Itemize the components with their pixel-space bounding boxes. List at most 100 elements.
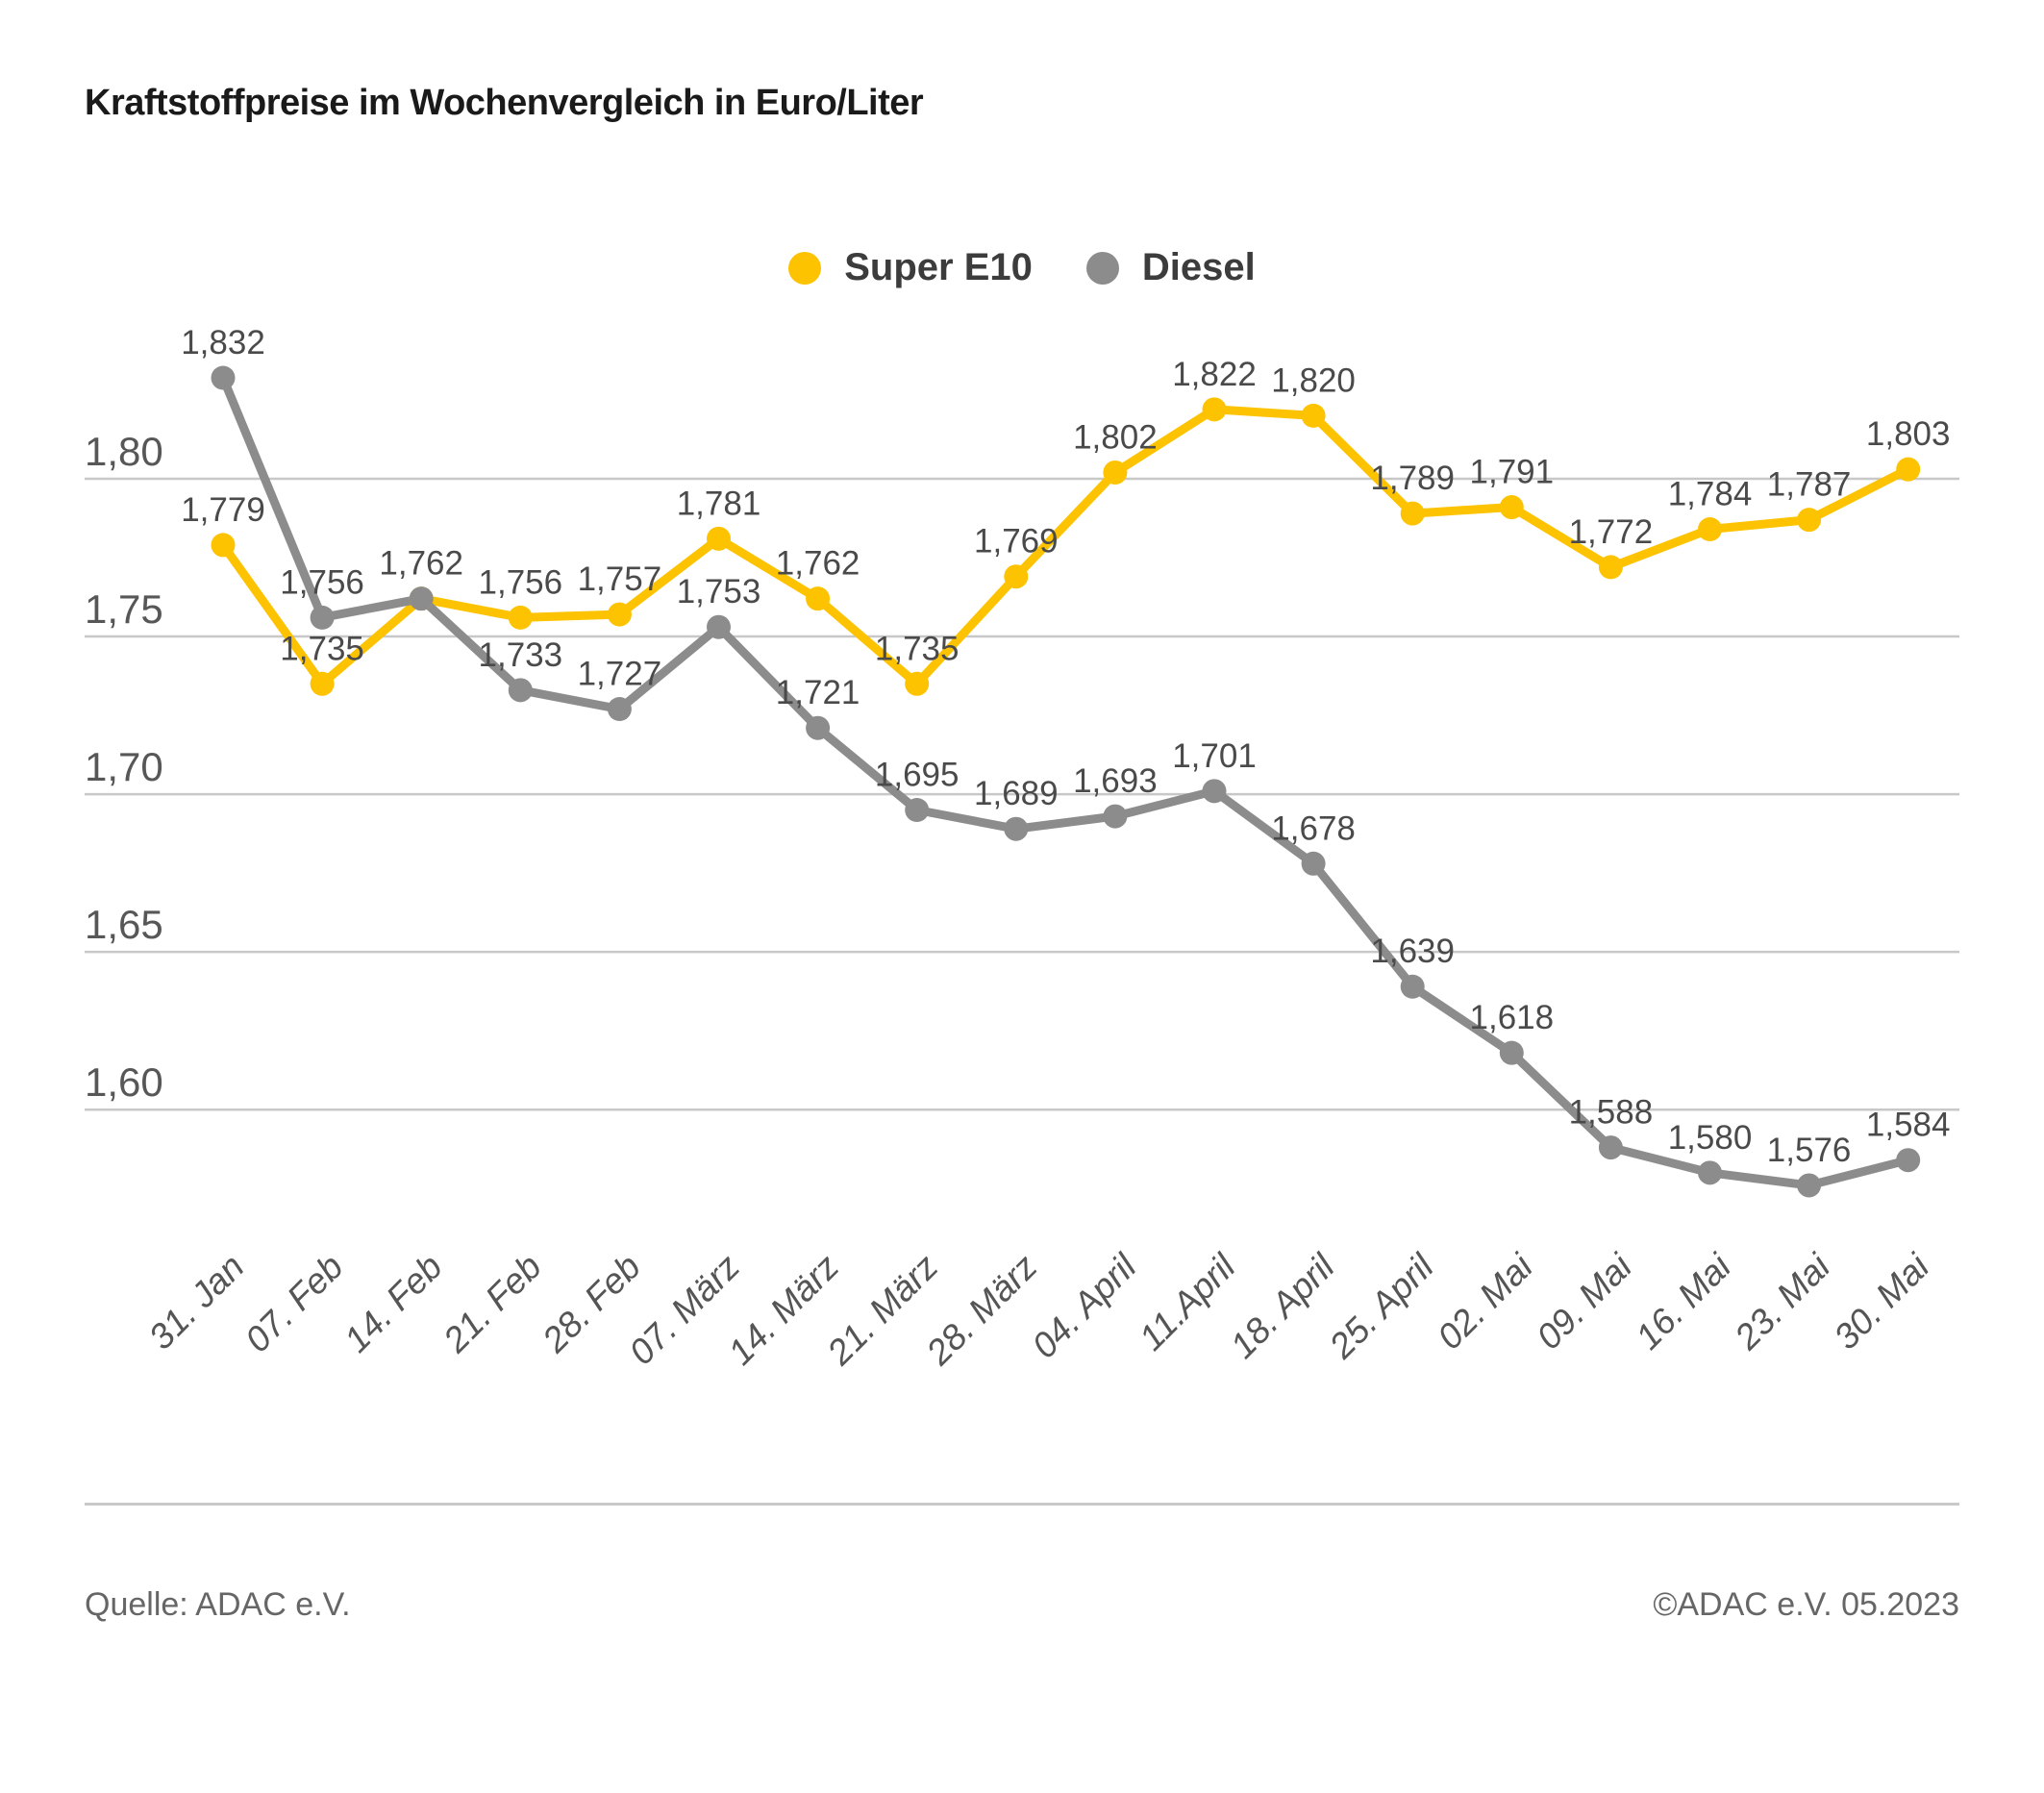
point-super-e10 — [1202, 397, 1227, 422]
legend-item-super-e10: Super E10 — [788, 246, 1033, 289]
footer: Quelle: ADAC e.V. ©ADAC e.V. 05.2023 — [85, 1586, 1959, 1624]
point-super-e10 — [607, 602, 632, 627]
point-super-e10 — [1896, 457, 1921, 482]
legend: Super E10 Diesel — [0, 246, 2044, 289]
point-diesel — [607, 697, 632, 722]
value-label-super-e10: 1,762 — [776, 545, 860, 583]
legend-dot-super-e10 — [788, 251, 822, 285]
value-label-diesel: 1,618 — [1470, 999, 1555, 1036]
x-axis-label: 04. April — [1025, 1245, 1145, 1365]
point-super-e10 — [1301, 403, 1326, 428]
point-diesel — [211, 365, 236, 390]
point-super-e10 — [310, 671, 335, 696]
value-label-super-e10: 1,803 — [1866, 415, 1951, 453]
line-diesel — [218, 373, 1913, 1190]
point-diesel — [806, 715, 831, 740]
value-label-diesel: 1,689 — [974, 775, 1059, 812]
value-label-diesel: 1,727 — [578, 656, 662, 693]
value-label-super-e10: 1,789 — [1370, 460, 1455, 497]
value-label-super-e10: 1,772 — [1569, 513, 1654, 551]
x-axis-label: 21. Feb — [436, 1247, 549, 1360]
value-label-super-e10: 1,735 — [280, 630, 364, 667]
value-label-diesel: 1,580 — [1668, 1119, 1753, 1157]
value-label-super-e10: 1,757 — [578, 560, 662, 598]
value-label-super-e10: 1,779 — [181, 491, 265, 529]
point-super-e10 — [1797, 508, 1822, 533]
copyright-text: ©ADAC e.V. 05.2023 — [1653, 1586, 1959, 1623]
point-diesel — [1598, 1135, 1623, 1160]
point-diesel — [1301, 851, 1326, 876]
point-super-e10 — [1499, 495, 1524, 520]
x-axis-label: 31. Jan — [141, 1247, 252, 1357]
value-label-diesel: 1,762 — [379, 545, 463, 583]
value-label-super-e10: 1,787 — [1767, 466, 1852, 504]
source-text: Quelle: ADAC e.V. — [85, 1586, 351, 1623]
point-super-e10 — [508, 605, 533, 630]
point-diesel — [508, 678, 533, 703]
value-label-super-e10: 1,820 — [1271, 361, 1356, 399]
value-label-diesel: 1,584 — [1866, 1107, 1951, 1144]
y-axis-label: 1,75 — [85, 586, 163, 632]
y-axis-label: 1,80 — [85, 429, 163, 474]
value-label-diesel: 1,753 — [677, 573, 761, 610]
value-label-super-e10: 1,781 — [677, 485, 761, 522]
x-axis-label: 14. Feb — [337, 1247, 450, 1360]
point-diesel — [1004, 816, 1029, 841]
value-label-super-e10: 1,822 — [1172, 356, 1257, 393]
point-diesel — [1400, 974, 1425, 999]
value-label-diesel: 1,678 — [1271, 809, 1356, 847]
value-label-diesel: 1,832 — [181, 324, 265, 361]
point-diesel — [707, 614, 731, 639]
point-super-e10 — [1698, 516, 1722, 541]
value-label-diesel: 1,756 — [280, 563, 364, 601]
point-diesel — [1103, 804, 1128, 829]
value-label-diesel: 1,588 — [1569, 1094, 1654, 1132]
point-diesel — [905, 798, 930, 823]
value-label-diesel: 1,695 — [875, 757, 960, 794]
point-diesel — [310, 605, 335, 630]
value-label-super-e10: 1,784 — [1668, 475, 1753, 512]
point-diesel — [1797, 1173, 1822, 1198]
point-super-e10 — [211, 533, 236, 558]
value-label-diesel: 1,639 — [1370, 933, 1455, 970]
value-label-diesel: 1,733 — [479, 636, 563, 674]
legend-label-diesel: Diesel — [1141, 246, 1256, 288]
x-axis-label: 23. Mai — [1727, 1245, 1839, 1357]
legend-dot-diesel — [1085, 251, 1119, 285]
value-label-super-e10: 1,791 — [1470, 454, 1555, 491]
value-label-diesel: 1,693 — [1073, 762, 1158, 800]
value-label-super-e10: 1,802 — [1073, 418, 1158, 456]
x-axis-label: 02. Mai — [1430, 1245, 1541, 1357]
y-axis-label: 1,65 — [85, 902, 163, 947]
point-diesel — [1698, 1160, 1722, 1185]
point-diesel — [1499, 1040, 1524, 1065]
point-super-e10 — [1598, 555, 1623, 580]
value-label-diesel: 1,721 — [776, 674, 860, 711]
x-axis-label: 16. Mai — [1628, 1245, 1739, 1357]
value-label-diesel: 1,701 — [1172, 737, 1257, 775]
x-axis-label: 09. Mai — [1529, 1245, 1640, 1357]
x-axis-label: 18. April — [1223, 1245, 1343, 1365]
point-diesel — [409, 586, 434, 611]
chart-title: Kraftstoffpreise im Wochenvergleich in E… — [85, 83, 924, 123]
y-axis-label: 1,70 — [85, 744, 163, 789]
y-axis-label: 1,60 — [85, 1059, 163, 1105]
footer-divider — [85, 1503, 1959, 1506]
point-super-e10 — [1103, 460, 1128, 485]
x-axis-label: 21. März — [819, 1247, 945, 1373]
x-axis-label: 07. Feb — [237, 1247, 351, 1360]
point-super-e10 — [806, 586, 831, 611]
legend-label-super-e10: Super E10 — [844, 246, 1033, 288]
legend-item-diesel: Diesel — [1085, 246, 1256, 289]
x-axis-label: 28. März — [918, 1247, 1044, 1373]
point-super-e10 — [1004, 564, 1029, 589]
point-super-e10 — [707, 526, 731, 551]
value-label-super-e10: 1,735 — [875, 630, 960, 667]
point-super-e10 — [905, 671, 930, 696]
value-label-super-e10: 1,769 — [974, 523, 1059, 560]
line-super-e10 — [218, 405, 1913, 688]
point-diesel — [1202, 779, 1227, 804]
point-super-e10 — [1400, 501, 1425, 526]
